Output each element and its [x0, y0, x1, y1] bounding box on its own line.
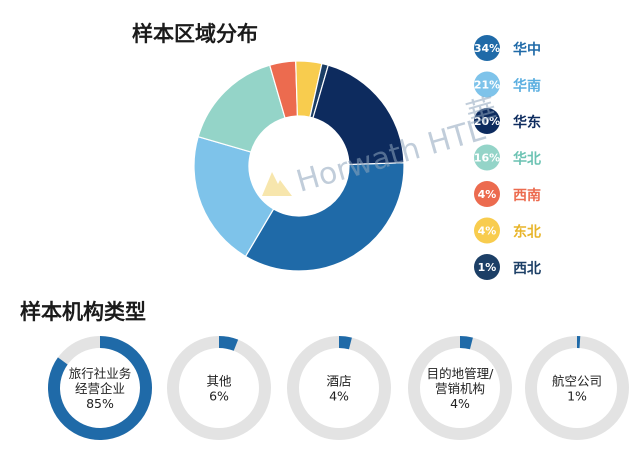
legend-badge: [474, 254, 500, 280]
ring-label: 酒店: [326, 374, 351, 389]
ring-value-arc: [577, 336, 581, 349]
region-chart-title: 样本区域分布: [132, 22, 258, 46]
legend-item-5: 4% 东北: [474, 217, 541, 244]
legend-percent: 4%: [478, 225, 497, 238]
legend-label: 华北: [513, 151, 541, 168]
legend-label: 东北: [513, 224, 541, 241]
donut-slice-1: [193, 135, 275, 258]
ring-label: 目的地管理/: [427, 366, 495, 381]
legend-percent: 16%: [474, 152, 500, 165]
donut-slice-0: [244, 162, 405, 272]
ring-value-arc: [219, 336, 239, 351]
legend-badge: [474, 144, 500, 171]
legend-percent: 20%: [474, 115, 500, 128]
legend-badge: [474, 217, 500, 244]
ring-percent: 4%: [450, 396, 470, 411]
ring-label: 经营企业: [75, 381, 125, 396]
legend-badge: [474, 181, 500, 207]
ring-value-arc: [339, 336, 352, 350]
legend-label: 华南: [513, 78, 541, 95]
legend-item-4: 4% 西南: [474, 181, 541, 207]
ring-chart-2: 酒店4%: [287, 336, 391, 440]
legend-item-6: 1% 西北: [474, 254, 541, 280]
legend-label: 华东: [513, 114, 541, 131]
legend-badge: [474, 35, 500, 61]
legend-item-1: 21% 华南: [474, 71, 541, 98]
legend-badge: [474, 71, 500, 98]
ring-percent: 85%: [86, 396, 114, 411]
ring-label: 营销机构: [435, 381, 485, 396]
ring-label: 航空公司: [552, 374, 602, 389]
legend-item-2: 20% 华东: [474, 108, 541, 134]
ring-percent: 6%: [209, 389, 229, 404]
legend-badge: [474, 108, 500, 134]
legend-item-0: 34% 华中: [474, 35, 541, 61]
legend-label: 西北: [513, 261, 541, 277]
legend-label: 华中: [513, 41, 541, 58]
legend-percent: 34%: [474, 42, 500, 55]
legend-percent: 21%: [474, 79, 500, 92]
donut-slice-2: [312, 64, 405, 166]
legend-percent: 1%: [478, 261, 497, 274]
legend-label: 西南: [513, 187, 541, 204]
ring-value-arc: [460, 336, 473, 350]
ring-chart-1: 其他6%: [167, 336, 271, 440]
ring-label: 其他: [206, 374, 232, 389]
ring-percent: 4%: [329, 389, 349, 404]
org-type-chart-title: 样本机构类型: [20, 300, 146, 324]
ring-percent: 1%: [567, 389, 587, 404]
legend-item-3: 16% 华北: [474, 144, 541, 171]
ring-label: 旅行社业务: [69, 366, 132, 381]
legend-percent: 4%: [478, 188, 497, 201]
